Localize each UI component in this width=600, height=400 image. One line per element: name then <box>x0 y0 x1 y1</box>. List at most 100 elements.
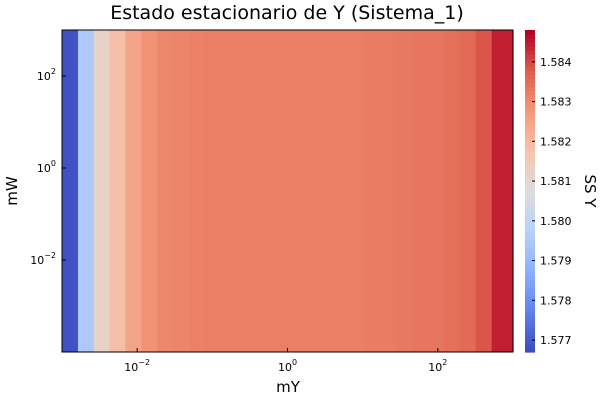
colorbar-segment <box>525 191 535 196</box>
colorbar-segment <box>525 299 535 305</box>
colorbar-segment <box>525 307 535 313</box>
colorbar-segment <box>525 199 535 204</box>
colorbar-tick-label: 1.581 <box>540 175 572 188</box>
chart-title: Estado estacionario de Y (Sistema_1) <box>110 2 464 24</box>
colorbar-segment <box>525 231 535 236</box>
colorbar-segment <box>525 174 535 180</box>
heatmap-cell <box>253 30 270 352</box>
colorbar-segment <box>525 243 535 248</box>
colorbar-segment <box>525 102 535 108</box>
colorbar-segment <box>525 211 535 216</box>
heatmap-cell <box>173 30 191 352</box>
colorbar-tick-label: 1.583 <box>540 96 572 109</box>
x-tick-label: 102 <box>428 358 447 374</box>
colorbar-segment <box>525 162 535 168</box>
colorbar-segment <box>525 38 535 43</box>
colorbar-segment <box>525 82 535 87</box>
colorbar-segment <box>525 74 535 79</box>
heatmap-cell <box>141 30 158 352</box>
colorbar-segment <box>525 347 535 353</box>
colorbar-tick-label: 1.580 <box>540 215 572 228</box>
colorbar-segment <box>525 78 535 83</box>
colorbar-segment <box>525 263 535 269</box>
colorbar-segment <box>525 267 535 273</box>
y-axis-label: mW <box>3 176 21 206</box>
colorbar-segment <box>525 303 535 309</box>
colorbar-segment <box>525 343 535 349</box>
colorbar-segment <box>525 30 535 35</box>
colorbar-segment <box>525 130 535 136</box>
heatmap-cell <box>236 30 254 352</box>
colorbar-segment <box>525 287 535 293</box>
colorbar-tick-label: 1.584 <box>540 56 572 69</box>
colorbar-tick-label: 1.578 <box>540 294 572 307</box>
heatmap-cell <box>316 30 334 352</box>
heatmap-cell <box>379 30 397 352</box>
colorbar-segment <box>525 247 535 252</box>
colorbar <box>525 30 535 353</box>
heatmap-cell <box>220 30 238 352</box>
heatmap-cell <box>396 30 413 352</box>
colorbar-segment <box>525 34 535 39</box>
colorbar-segment <box>525 114 535 120</box>
colorbar-segment <box>525 98 535 104</box>
colorbar-segment <box>525 50 535 55</box>
colorbar-segment <box>525 203 535 208</box>
colorbar-segment <box>525 142 535 148</box>
colorbar-segment <box>525 227 535 232</box>
colorbar-segment <box>525 70 535 75</box>
x-tick-label: 10−2 <box>124 358 150 374</box>
colorbar-segment <box>525 186 535 192</box>
colorbar-segment <box>525 327 535 333</box>
heatmap-cell <box>62 30 79 352</box>
heatmap-cell <box>364 30 381 352</box>
heatmap-cell <box>189 30 206 352</box>
y-tick-label: 102 <box>37 67 56 83</box>
colorbar-segment <box>525 158 535 164</box>
heatmap-cell <box>491 30 514 352</box>
colorbar-segment <box>525 134 535 140</box>
colorbar-segment <box>525 223 535 228</box>
colorbar-segment <box>525 150 535 156</box>
colorbar-segment <box>525 311 535 317</box>
colorbar-segment <box>525 295 535 301</box>
heatmap-cell <box>109 30 127 352</box>
colorbar-segment <box>525 339 535 345</box>
colorbar-segment <box>525 86 535 91</box>
colorbar-tick-label: 1.577 <box>540 334 572 347</box>
heatmap-cell <box>459 30 477 352</box>
colorbar-segment <box>525 235 535 240</box>
colorbar-ticks: 1.577 1.578 1.579 1.580 1.581 1.582 1.583 1.584 <box>532 56 572 347</box>
colorbar-segment <box>525 323 535 329</box>
colorbar-segment <box>525 279 535 285</box>
colorbar-segment <box>525 118 535 124</box>
colorbar-segment <box>525 170 535 176</box>
heatmap-cell <box>269 30 286 352</box>
heatmap-cell <box>443 30 461 352</box>
y-tick-label: 10−2 <box>30 251 56 267</box>
colorbar-segment <box>525 331 535 337</box>
colorbar-segment <box>525 94 535 100</box>
y-tick-label: 100 <box>37 159 56 175</box>
colorbar-segment <box>525 46 535 51</box>
colorbar-segment <box>525 215 535 220</box>
heatmap-cell <box>411 30 429 352</box>
y-axis-ticks: 10−2 100 102 <box>30 67 66 267</box>
colorbar-segment <box>525 283 535 289</box>
colorbar-segment <box>525 251 535 257</box>
colorbar-segment <box>525 291 535 297</box>
colorbar-segment <box>525 275 535 281</box>
heatmap-cell <box>428 30 445 352</box>
heatmap-cell <box>332 30 350 352</box>
colorbar-segment <box>525 146 535 152</box>
colorbar-segment <box>525 126 535 132</box>
colorbar-segment <box>525 138 535 144</box>
x-axis-label: mY <box>276 378 301 396</box>
colorbar-segment <box>525 319 535 325</box>
heatmap-cell <box>284 30 302 352</box>
colorbar-segment <box>525 110 535 116</box>
heatmap-cell <box>157 30 174 352</box>
colorbar-tick-label: 1.579 <box>540 255 572 268</box>
colorbar-segment <box>525 239 535 244</box>
colorbar-segment <box>525 54 535 59</box>
